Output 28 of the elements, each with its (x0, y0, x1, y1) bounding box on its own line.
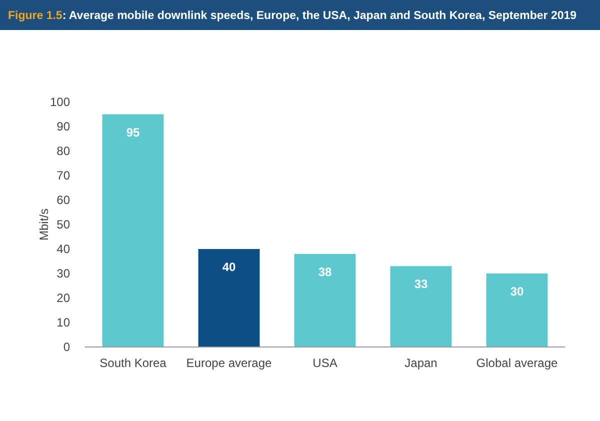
data-label: 33 (414, 277, 428, 292)
data-label: 40 (222, 260, 236, 274)
y-tick-label: 10 (56, 316, 70, 330)
y-tick-label: 30 (56, 266, 70, 280)
y-tick-label: 80 (56, 144, 70, 158)
y-tick-label: 90 (56, 120, 70, 134)
x-tick-label: Global average (476, 356, 558, 370)
y-tick-label: 0 (63, 340, 70, 354)
y-tick-label: 70 (56, 168, 70, 182)
data-label: 30 (510, 284, 524, 298)
bar (486, 274, 548, 347)
y-axis-title: Mbit/s (37, 208, 51, 241)
bar (198, 249, 260, 347)
y-tick-label: 40 (56, 242, 70, 256)
y-tick-label: 100 (50, 95, 70, 109)
x-tick-label: Europe average (186, 356, 272, 370)
bar (390, 266, 452, 347)
data-label: 38 (318, 264, 332, 279)
y-tick-label: 60 (56, 193, 70, 207)
y-tick-label: 50 (56, 218, 70, 232)
x-tick-label: USA (312, 356, 338, 370)
y-tick-label: 20 (56, 291, 70, 305)
x-tick-label: South Korea (100, 356, 167, 370)
bar (294, 254, 356, 347)
bar (102, 114, 164, 347)
x-tick-label: Japan (404, 356, 438, 370)
data-label: 95 (126, 125, 140, 140)
chart-title: Figure 1.5: Average mobile downlink speeds, Europe, the USA, Japan and South Korea, September 2019 (8, 10, 577, 22)
